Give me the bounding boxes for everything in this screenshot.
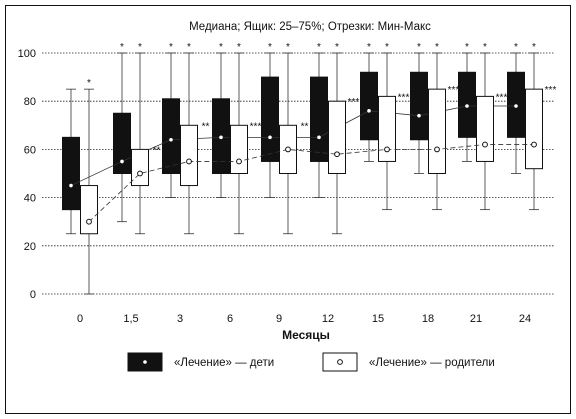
box [230, 124, 248, 175]
median-marker [69, 183, 73, 188]
significance-mark: * [237, 42, 241, 53]
box [360, 71, 378, 141]
significance-dots: ** [301, 121, 309, 132]
median-marker [317, 135, 321, 140]
box [525, 88, 543, 170]
significance-dots: ** [153, 145, 161, 156]
y-tick-label: 80 [24, 96, 36, 108]
significance-mark: * [335, 42, 339, 53]
box [131, 148, 149, 187]
significance-mark: * [138, 42, 142, 53]
x-tick-label: 9 [276, 313, 282, 325]
significance-mark: * [268, 42, 272, 53]
median-marker [86, 218, 92, 225]
significance-mark: * [367, 42, 371, 53]
legend-label: «Лечение» — родители [369, 357, 495, 369]
box [261, 76, 279, 162]
box-layer: * * * * * * * * ********************************… [62, 42, 557, 295]
x-tick-label: 21 [470, 313, 482, 325]
median-marker [367, 109, 371, 113]
y-tick-label: 60 [24, 144, 36, 156]
x-axis-label: Месяцы [282, 328, 330, 342]
box [80, 185, 98, 235]
median-marker [285, 146, 291, 153]
significance-dots: *** [398, 92, 410, 103]
significance-mark: * [286, 42, 290, 53]
y-tick-label: 0 [30, 289, 36, 301]
median-marker [219, 135, 223, 140]
box [328, 100, 346, 174]
legend-marker [143, 360, 147, 364]
significance-mark: * [87, 78, 91, 89]
significance-dots: *** [348, 97, 360, 108]
box [378, 95, 396, 162]
significance-mark: * [532, 42, 536, 53]
significance-mark: * [385, 42, 389, 53]
x-tick-label: 24 [519, 313, 531, 325]
significance-mark: * [465, 42, 469, 53]
y-tick-label: 40 [24, 193, 36, 205]
significance-mark: * [483, 42, 487, 53]
median-marker [334, 151, 340, 158]
box [476, 95, 494, 162]
median-line [88, 144, 534, 222]
significance-mark: * [187, 42, 191, 53]
significance-dots: ** [202, 121, 210, 132]
box [310, 76, 328, 162]
median-marker [169, 137, 173, 142]
significance-mark: * [435, 42, 439, 53]
median-marker [482, 141, 488, 148]
significance-mark: * [120, 42, 124, 53]
x-tick-label: 3 [177, 313, 183, 325]
significance-mark: * [417, 42, 421, 53]
box [410, 71, 428, 141]
median-marker [137, 170, 143, 177]
box [162, 98, 180, 174]
legend-label: «Лечение» — дети [174, 357, 274, 369]
box [113, 112, 131, 174]
x-tick-label: 18 [422, 313, 434, 325]
significance-dots: *** [250, 121, 262, 132]
median-marker [434, 146, 440, 153]
x-tick-label: 0 [77, 313, 83, 325]
median-marker [120, 159, 124, 164]
significance-mark: * [514, 42, 518, 53]
significance-mark: * [219, 42, 223, 53]
box [62, 136, 80, 211]
chart-frame [5, 5, 571, 414]
median-marker [384, 146, 390, 153]
x-tick-label: 1,5 [123, 313, 138, 325]
x-tick-label: 12 [322, 313, 334, 325]
legend-marker [337, 359, 343, 365]
axis-layer: 0 20 40 60 80 100 0 1,5 3 6 9 12 15 18 21 24 [18, 48, 531, 325]
legend: «Лечение» — дети «Лечение» — родители [127, 352, 495, 372]
y-tick-label: 20 [24, 241, 36, 253]
chart-title: Медиана; Ящик: 25–75%; Отрезки: Мин-Макс [189, 21, 431, 33]
box [180, 124, 198, 187]
significance-dots: *** [545, 85, 557, 96]
x-tick-label: 6 [227, 313, 233, 325]
box [428, 88, 446, 174]
significance-dots: *** [496, 92, 508, 103]
median-marker [417, 113, 421, 118]
median-marker [531, 141, 537, 148]
median-marker [186, 158, 192, 165]
significance-dots: *** [448, 85, 460, 96]
median-marker [268, 135, 272, 140]
median-marker [514, 104, 518, 108]
median-marker [236, 158, 242, 165]
median-marker [465, 104, 469, 108]
significance-mark: * [317, 42, 321, 53]
x-tick-label: 15 [372, 313, 384, 325]
y-tick-label: 100 [18, 48, 36, 60]
significance-mark: * [169, 42, 173, 53]
